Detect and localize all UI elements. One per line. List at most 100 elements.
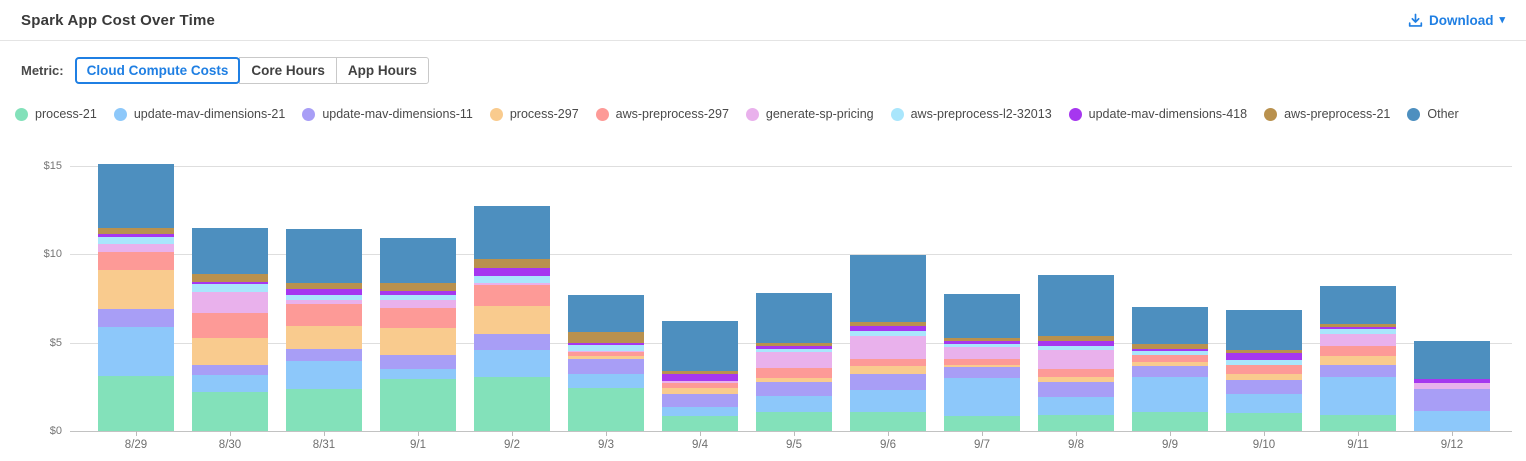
bar-segment-aws-preprocess-297[interactable]: [1038, 369, 1114, 378]
bar-segment-other[interactable]: [1414, 340, 1490, 379]
bar-segment-other[interactable]: [756, 293, 832, 343]
legend-item-other[interactable]: Other: [1407, 107, 1459, 121]
bar-segment-aws-preprocess-l2-32013[interactable]: [1038, 346, 1114, 350]
bar-segment-aws-preprocess-21[interactable]: [192, 273, 268, 282]
bar-segment-other[interactable]: [474, 205, 550, 259]
bar-segment-other[interactable]: [850, 255, 926, 323]
bar-9-2[interactable]: [474, 205, 550, 431]
bar-segment-generate-sp-pricing[interactable]: [192, 292, 268, 314]
bar-segment-update-mav-dimensions-11[interactable]: [192, 364, 268, 376]
bar-segment-aws-preprocess-l2-32013[interactable]: [192, 284, 268, 293]
bar-segment-update-mav-dimensions-21[interactable]: [850, 390, 926, 412]
bar-segment-update-mav-dimensions-11[interactable]: [1320, 364, 1396, 378]
bar-segment-update-mav-dimensions-11[interactable]: [662, 393, 738, 408]
bar-9-6[interactable]: [850, 255, 926, 431]
bar-segment-aws-preprocess-l2-32013[interactable]: [98, 236, 174, 244]
bar-segment-update-mav-dimensions-21[interactable]: [474, 349, 550, 378]
bar-segment-update-mav-dimensions-418[interactable]: [944, 340, 1020, 345]
bar-segment-update-mav-dimensions-11[interactable]: [380, 355, 456, 370]
bar-segment-process-297[interactable]: [286, 325, 362, 349]
bar-9-3[interactable]: [568, 294, 644, 431]
bar-segment-update-mav-dimensions-21[interactable]: [756, 395, 832, 412]
bar-segment-update-mav-dimensions-418[interactable]: [192, 281, 268, 285]
bar-9-10[interactable]: [1226, 309, 1302, 431]
bar-segment-aws-preprocess-297[interactable]: [1132, 355, 1208, 363]
bar-segment-process-21[interactable]: [756, 411, 832, 431]
bar-segment-process-297[interactable]: [380, 328, 456, 355]
bar-segment-aws-preprocess-l2-32013[interactable]: [286, 294, 362, 301]
bar-segment-update-mav-dimensions-21[interactable]: [1132, 377, 1208, 413]
bar-segment-process-21[interactable]: [944, 415, 1020, 431]
bar-segment-update-mav-dimensions-11[interactable]: [756, 382, 832, 396]
bar-segment-other[interactable]: [192, 227, 268, 274]
bar-segment-update-mav-dimensions-418[interactable]: [850, 325, 926, 332]
bar-segment-aws-preprocess-297[interactable]: [380, 308, 456, 329]
bar-segment-aws-preprocess-21[interactable]: [1132, 344, 1208, 349]
bar-segment-generate-sp-pricing[interactable]: [1038, 349, 1114, 370]
bar-segment-update-mav-dimensions-418[interactable]: [568, 342, 644, 346]
download-button[interactable]: Download ▾: [1408, 13, 1505, 28]
bar-segment-update-mav-dimensions-11[interactable]: [1414, 389, 1490, 411]
bar-segment-update-mav-dimensions-418[interactable]: [286, 288, 362, 295]
bar-segment-aws-preprocess-21[interactable]: [474, 258, 550, 269]
bar-segment-process-21[interactable]: [850, 411, 926, 431]
bar-segment-process-297[interactable]: [756, 378, 832, 383]
bar-segment-update-mav-dimensions-418[interactable]: [662, 373, 738, 381]
bar-segment-aws-preprocess-l2-32013[interactable]: [1132, 351, 1208, 356]
bar-segment-update-mav-dimensions-11[interactable]: [98, 309, 174, 327]
bar-segment-aws-preprocess-21[interactable]: [1226, 350, 1302, 354]
bar-segment-update-mav-dimensions-21[interactable]: [944, 377, 1020, 416]
bar-segment-update-mav-dimensions-418[interactable]: [98, 233, 174, 237]
bar-segment-generate-sp-pricing[interactable]: [474, 283, 550, 286]
bar-segment-process-21[interactable]: [1038, 415, 1114, 431]
bar-segment-process-21[interactable]: [192, 392, 268, 431]
legend-item-update-mav-dimensions-418[interactable]: update-mav-dimensions-418: [1068, 107, 1247, 121]
bar-segment-other[interactable]: [98, 164, 174, 228]
bar-segment-process-21[interactable]: [1226, 413, 1302, 431]
bar-segment-aws-preprocess-21[interactable]: [944, 338, 1020, 341]
bar-9-5[interactable]: [756, 293, 832, 431]
bar-segment-aws-preprocess-21[interactable]: [756, 342, 832, 347]
bar-segment-other[interactable]: [1226, 309, 1302, 351]
bar-8-31[interactable]: [286, 228, 362, 431]
bar-segment-update-mav-dimensions-21[interactable]: [98, 326, 174, 377]
bar-segment-aws-preprocess-l2-32013[interactable]: [1320, 329, 1396, 334]
bar-segment-process-297[interactable]: [662, 387, 738, 394]
bar-segment-update-mav-dimensions-11[interactable]: [1132, 366, 1208, 378]
bar-segment-generate-sp-pricing[interactable]: [1320, 333, 1396, 347]
bar-segment-aws-preprocess-21[interactable]: [98, 227, 174, 234]
bar-segment-aws-preprocess-21[interactable]: [568, 332, 644, 343]
metric-option-cloud-compute-costs[interactable]: Cloud Compute Costs: [74, 57, 241, 84]
bar-segment-update-mav-dimensions-418[interactable]: [1320, 326, 1396, 330]
bar-segment-update-mav-dimensions-418[interactable]: [1226, 353, 1302, 361]
bar-segment-update-mav-dimensions-418[interactable]: [1038, 340, 1114, 347]
bar-segment-process-21[interactable]: [662, 415, 738, 431]
bar-segment-aws-preprocess-297[interactable]: [1226, 364, 1302, 375]
bar-segment-update-mav-dimensions-11[interactable]: [1038, 382, 1114, 397]
bar-segment-aws-preprocess-l2-32013[interactable]: [1226, 360, 1302, 365]
bar-segment-update-mav-dimensions-418[interactable]: [380, 290, 456, 295]
bar-8-29[interactable]: [98, 164, 174, 431]
bar-segment-aws-preprocess-21[interactable]: [850, 322, 926, 326]
bar-segment-generate-sp-pricing[interactable]: [850, 335, 926, 359]
bar-segment-aws-preprocess-l2-32013[interactable]: [568, 345, 644, 351]
bar-segment-process-21[interactable]: [98, 376, 174, 431]
bar-segment-other[interactable]: [286, 228, 362, 284]
bar-segment-update-mav-dimensions-418[interactable]: [1132, 348, 1208, 352]
bar-segment-aws-preprocess-297[interactable]: [850, 358, 926, 366]
bar-9-8[interactable]: [1038, 275, 1114, 431]
bar-segment-update-mav-dimensions-418[interactable]: [1414, 378, 1490, 384]
bar-segment-process-21[interactable]: [474, 377, 550, 431]
legend-item-process-297[interactable]: process-297: [489, 107, 579, 121]
bar-segment-generate-sp-pricing[interactable]: [286, 300, 362, 304]
bar-segment-aws-preprocess-297[interactable]: [662, 383, 738, 388]
legend-item-aws-preprocess-l2-32013[interactable]: aws-preprocess-l2-32013: [890, 107, 1052, 121]
bar-segment-aws-preprocess-21[interactable]: [286, 283, 362, 289]
bar-segment-aws-preprocess-297[interactable]: [474, 285, 550, 306]
bar-segment-process-297[interactable]: [850, 365, 926, 375]
bar-segment-aws-preprocess-21[interactable]: [1038, 335, 1114, 341]
bar-segment-process-297[interactable]: [1320, 355, 1396, 365]
bar-segment-generate-sp-pricing[interactable]: [944, 347, 1020, 359]
bar-segment-other[interactable]: [944, 294, 1020, 339]
bar-segment-update-mav-dimensions-11[interactable]: [944, 367, 1020, 378]
